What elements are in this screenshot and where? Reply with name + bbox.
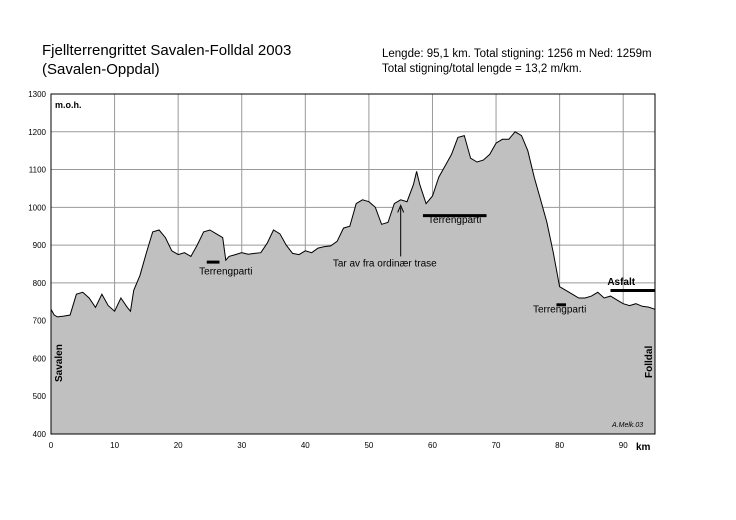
y-tick-label: 400 [33,430,47,439]
chart-title: Fjellterrengrittet Savalen-Folldal 2003 [42,42,292,59]
y-tick-label: 1300 [28,90,46,99]
x-tick-label: 30 [237,441,246,450]
y-axis-label: m.o.h. [55,100,82,110]
x-tick-label: 10 [110,441,119,450]
annotation-label: Asfalt [607,277,635,288]
annotations: Terrengparti Terrengparti Terrengparti Asfa… [199,204,655,315]
y-tick-label: 800 [33,279,47,288]
y-tick-label: 1100 [29,166,47,175]
end-label: Folldal [644,346,655,378]
x-tick-label: 50 [364,441,373,450]
elevation-area [51,131,655,435]
annotation-arrow-head [397,204,405,213]
plot-frame [50,93,656,435]
x-tick-label: 40 [301,441,310,450]
y-tick-label: 1000 [28,203,46,212]
x-tick-label: 20 [174,441,183,450]
stats-line-1: Lengde: 95,1 km. Total stigning: 1256 m … [382,48,652,60]
x-tick-label: 0 [49,441,54,450]
chart-subtitle: (Savalen-Oppdal) [42,61,160,78]
start-label: Savalen [54,344,65,382]
axis-ticks: 0 10 20 30 40 50 60 70 80 90 400 500 600 700 800 900 100… [28,90,628,450]
y-tick-label: 700 [33,317,47,326]
elevation-line [50,131,656,318]
stats-line-2: Total stigning/total lengde = 13,2 m/km. [382,63,582,75]
annotation-label: Tar av fra ordinær trase [333,258,437,269]
annotation-label: Terrengparti [428,215,481,226]
annotation-label: Terrengparti [533,304,586,315]
signature: A.Melk.03 [611,422,643,429]
x-tick-label: 80 [555,441,564,450]
y-tick-label: 500 [33,392,47,401]
x-axis-label: km [636,442,651,453]
x-tick-label: 90 [619,441,628,450]
x-tick-label: 60 [428,441,437,450]
annotation-label: Terrengparti [199,267,252,278]
y-tick-label: 1200 [28,128,46,137]
y-tick-label: 900 [33,241,47,250]
y-tick-label: 600 [33,354,47,363]
x-tick-label: 70 [492,441,501,450]
